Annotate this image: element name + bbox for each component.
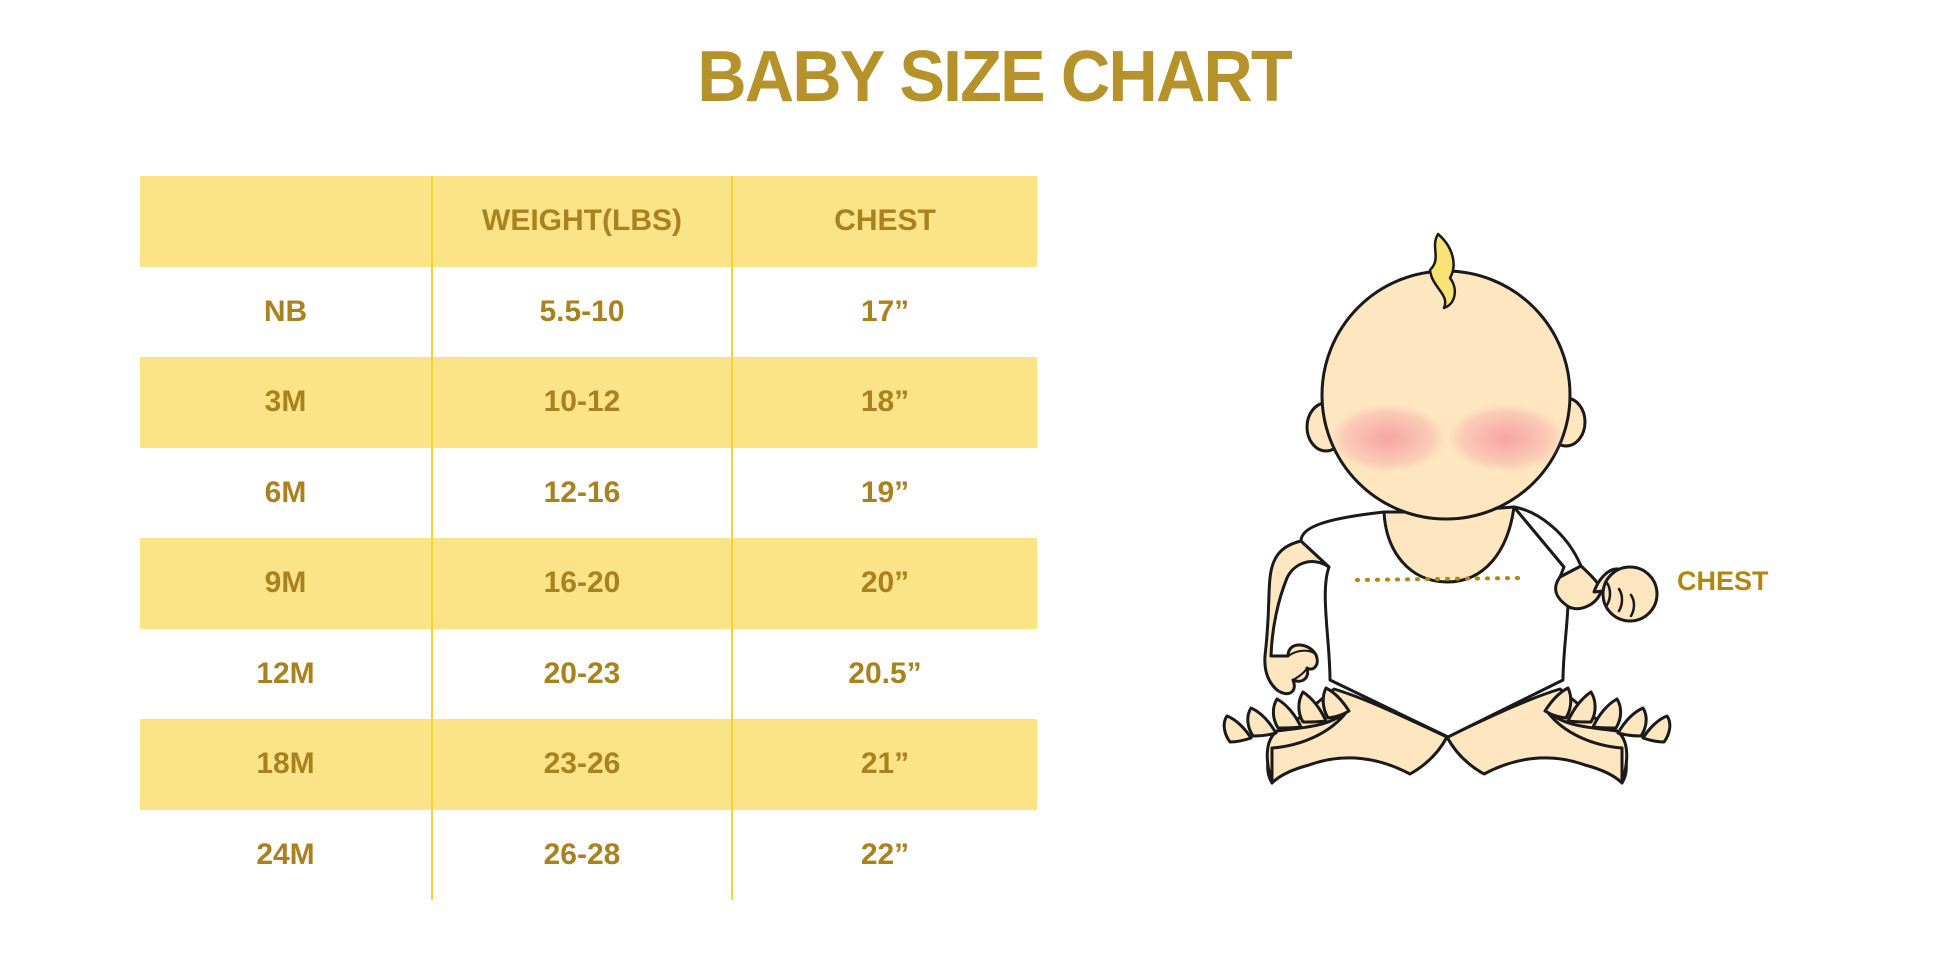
svg-text:CHEST: CHEST xyxy=(1677,566,1769,596)
